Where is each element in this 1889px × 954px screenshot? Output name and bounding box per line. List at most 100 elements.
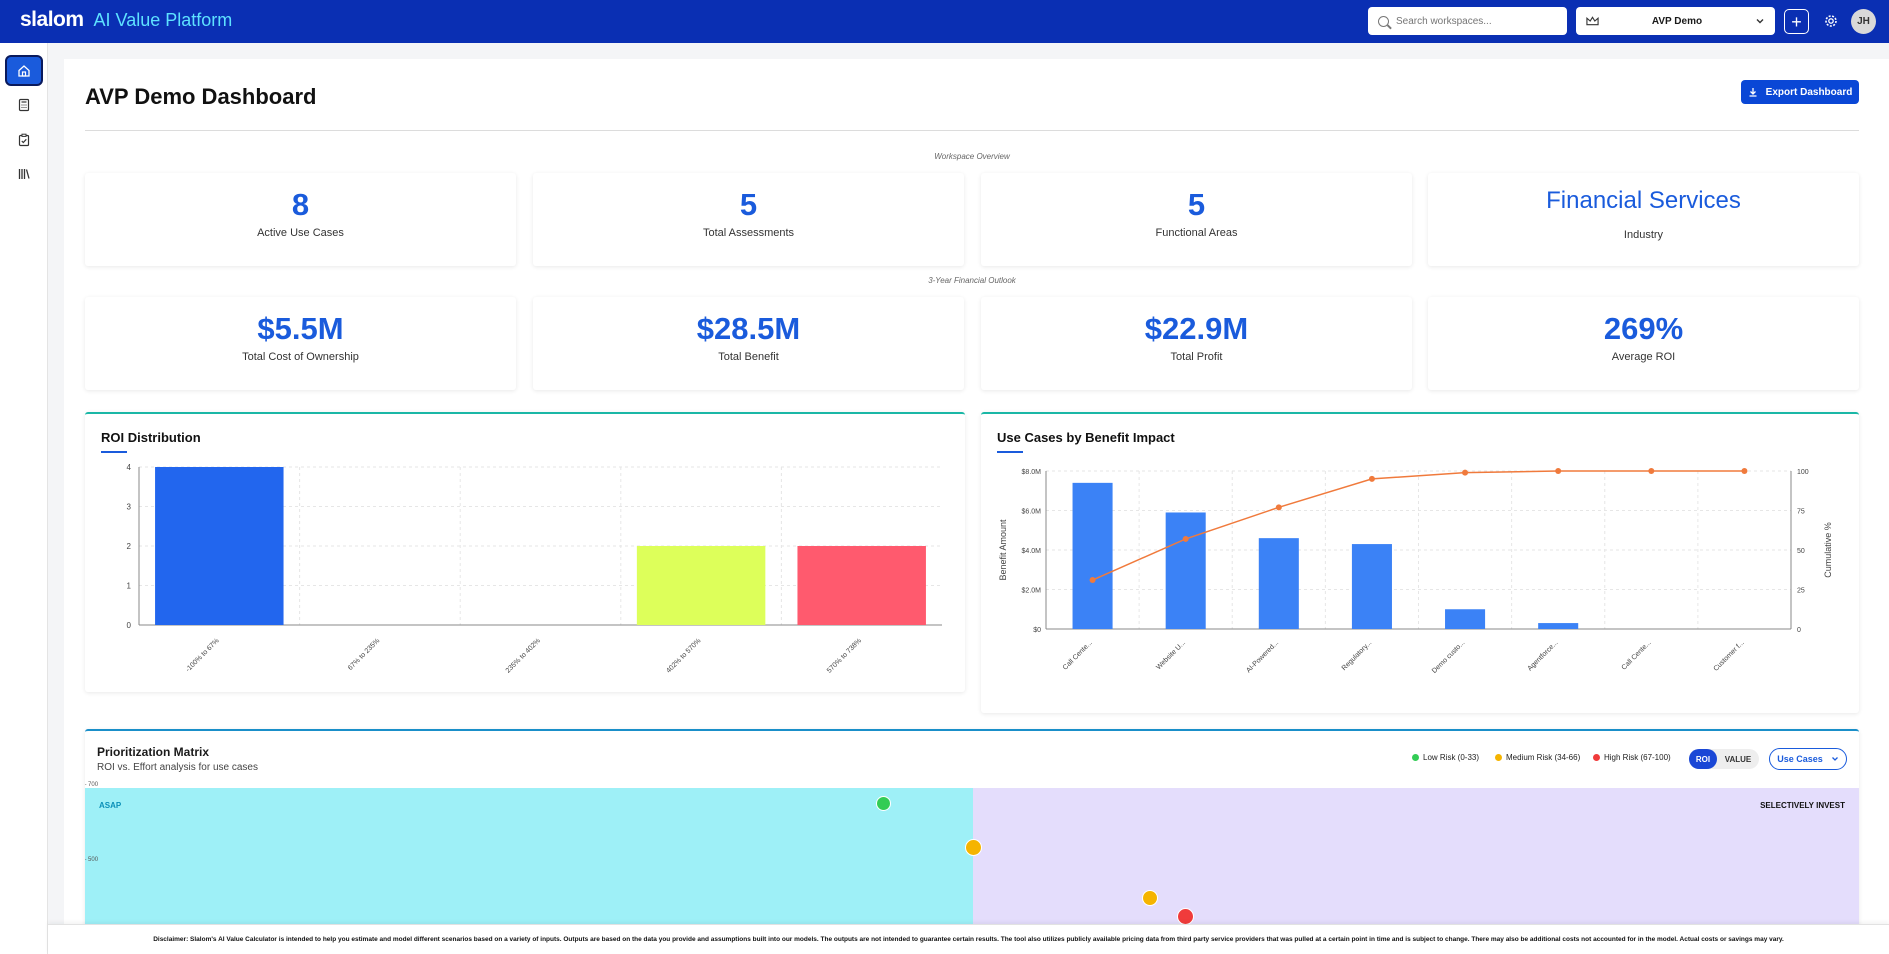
stat-value: $22.9M bbox=[1144, 311, 1249, 346]
x-tick-label: 235% to 402% bbox=[505, 637, 542, 674]
y-tick-label: $2.0M bbox=[1022, 588, 1042, 595]
cumulative-point bbox=[1275, 504, 1282, 511]
x-tick-label: 402% to 570% bbox=[665, 637, 702, 674]
stat-value: $28.5M bbox=[696, 311, 801, 346]
use-cases-dropdown[interactable]: Use Cases bbox=[1769, 748, 1847, 770]
sidebar-item-calculator[interactable] bbox=[5, 89, 43, 120]
matrix-point-medium-risk[interactable] bbox=[1142, 890, 1158, 906]
stat-card-total-benefit: $28.5M Total Benefit bbox=[533, 297, 964, 390]
search-icon bbox=[1378, 15, 1389, 27]
gear-icon bbox=[1825, 15, 1837, 27]
toggle-roi[interactable]: ROI bbox=[1689, 749, 1717, 769]
panel-title: ROI Distribution bbox=[101, 430, 201, 445]
bar bbox=[1538, 623, 1579, 629]
x-tick-label: -100% to 67% bbox=[185, 637, 221, 673]
quadrant-label-asap: ASAP bbox=[99, 801, 122, 810]
brand-name: AI Value Platform bbox=[93, 10, 233, 30]
title-accent bbox=[997, 451, 1023, 453]
low-risk-dot bbox=[1412, 754, 1419, 761]
stat-value: 8 bbox=[291, 187, 310, 222]
stat-value: $5.5M bbox=[257, 311, 344, 346]
y-tick-label: $4.0M bbox=[1022, 548, 1042, 555]
toggle-value[interactable]: VALUE bbox=[1724, 754, 1752, 764]
stat-label: Total Profit bbox=[1170, 351, 1223, 363]
bar bbox=[1258, 538, 1299, 629]
x-tick-label: Call Cente... bbox=[1062, 639, 1094, 671]
stat-value: 5 bbox=[739, 187, 758, 222]
x-tick-label: Demo custo... bbox=[1431, 639, 1467, 675]
x-tick-label: 570% to 738% bbox=[826, 637, 863, 674]
x-tick-label: Call Cente... bbox=[1621, 639, 1653, 671]
download-icon bbox=[1749, 88, 1757, 97]
stat-label: Functional Areas bbox=[1155, 227, 1238, 239]
y2-tick-label: 100 bbox=[1797, 469, 1809, 476]
y-tick-label: 0 bbox=[127, 621, 132, 630]
y-tick-label: 2 bbox=[127, 542, 132, 551]
stat-card-industry: Financial Services Industry bbox=[1428, 173, 1859, 266]
x-tick-label: AI-Powered... bbox=[1245, 639, 1280, 674]
settings-button[interactable] bbox=[1821, 11, 1841, 31]
stat-card-total-assessments: 5 Total Assessments bbox=[533, 173, 964, 266]
stat-value: 269% bbox=[1603, 311, 1684, 346]
search-input[interactable] bbox=[1396, 15, 1556, 27]
brand-logo: slalom bbox=[20, 8, 84, 31]
x-tick-label: 67% to 235% bbox=[347, 637, 381, 671]
matrix-point-high-risk[interactable] bbox=[1177, 908, 1194, 925]
matrix-point-low-risk[interactable] bbox=[876, 796, 891, 811]
x-tick-label: Website U... bbox=[1155, 639, 1187, 671]
legend-low-risk: Low Risk (0-33) bbox=[1412, 753, 1479, 762]
y-tick-label: 1 bbox=[127, 582, 132, 591]
crown-icon bbox=[1586, 16, 1599, 26]
title-divider bbox=[85, 130, 1859, 131]
benefit-impact-panel: Use Cases by Benefit Impact $0 $2.0M $4.0M… bbox=[981, 412, 1859, 713]
benefit-impact-chart: $0 $2.0M $4.0M $6.0M $8.0M 0 25 50 75 100 Benefit … bbox=[998, 468, 1833, 675]
workspace-select[interactable]: AVP Demo bbox=[1576, 7, 1775, 35]
y-tick-label: $6.0M bbox=[1022, 509, 1042, 516]
stat-value: 5 bbox=[1187, 187, 1206, 222]
bar bbox=[1445, 609, 1486, 629]
legend-label: Low Risk (0-33) bbox=[1423, 753, 1480, 762]
metric-toggle[interactable]: ROI VALUE bbox=[1689, 749, 1759, 769]
high-risk-dot bbox=[1593, 754, 1600, 761]
bar bbox=[1072, 482, 1113, 629]
sidebar-item-home[interactable] bbox=[5, 55, 43, 86]
sidebar-item-assessments[interactable] bbox=[5, 124, 43, 155]
workspace-search[interactable] bbox=[1368, 7, 1567, 35]
x-tick-label: Agentforce... bbox=[1527, 639, 1560, 672]
stat-card-active-use-cases: 8 Active Use Cases bbox=[85, 173, 516, 266]
top-navigation-bar: slalom AI Value Platform AVP Demo + JH bbox=[0, 0, 1889, 43]
stat-label: Average ROI bbox=[1611, 351, 1676, 363]
cumulative-point bbox=[1555, 468, 1562, 474]
home-icon bbox=[18, 64, 30, 77]
workspace-overview-label: Workspace Overview bbox=[934, 152, 1010, 161]
roi-distribution-chart: 0 1 2 3 4 -100% to 67% 67% to 235% 235% to 402%… bbox=[127, 463, 942, 675]
financial-outlook-label: 3-Year Financial Outlook bbox=[928, 276, 1016, 285]
brand[interactable]: slalom AI Value Platform bbox=[20, 8, 232, 32]
y-axis-title: Benefit Amount bbox=[998, 519, 1008, 581]
stat-card-total-profit: $22.9M Total Profit bbox=[981, 297, 1412, 390]
sidebar-item-library[interactable] bbox=[5, 158, 43, 189]
medium-risk-dot bbox=[1495, 754, 1502, 761]
cumulative-point bbox=[1741, 468, 1748, 474]
user-avatar[interactable]: JH bbox=[1851, 9, 1876, 34]
roi-distribution-panel: ROI Distribution 0 1 2 3 4 -100% to 67% 67% to… bbox=[85, 412, 965, 692]
calculator-icon bbox=[18, 98, 30, 111]
title-accent bbox=[101, 451, 127, 453]
panel-title: Use Cases by Benefit Impact bbox=[997, 430, 1175, 445]
legend-label: Medium Risk (34-66) bbox=[1506, 753, 1581, 762]
bar bbox=[1165, 512, 1206, 629]
bar bbox=[155, 467, 284, 625]
matrix-point-medium-risk[interactable] bbox=[965, 839, 982, 856]
y-tick-label: $0 bbox=[1033, 627, 1041, 634]
bar bbox=[797, 546, 926, 625]
y-tick: – 700 bbox=[85, 782, 99, 788]
library-icon bbox=[18, 168, 30, 179]
prioritization-matrix-panel: Prioritization Matrix ROI vs. Effort ana… bbox=[85, 729, 1859, 954]
export-dashboard-button[interactable]: Export Dashboard bbox=[1741, 80, 1859, 104]
add-button[interactable]: + bbox=[1784, 9, 1809, 34]
disclaimer-footer: Disclaimer: Slalom's AI Value Calculator… bbox=[48, 924, 1889, 954]
stat-value: Financial Services bbox=[1546, 187, 1741, 214]
y-tick-label: 4 bbox=[127, 463, 132, 472]
clipboard-check-icon bbox=[18, 133, 30, 146]
legend-label: High Risk (67-100) bbox=[1604, 753, 1671, 762]
